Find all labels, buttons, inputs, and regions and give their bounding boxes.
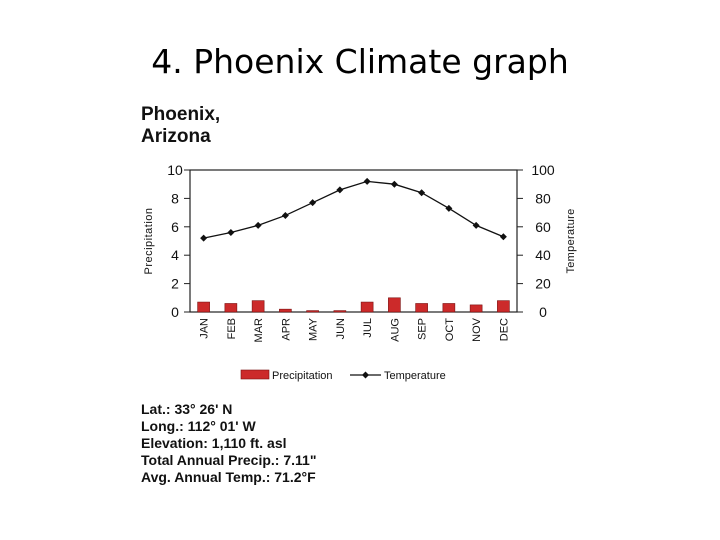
x-tick-label: NOV — [471, 317, 483, 342]
y-axis-title-right: Temperature — [565, 208, 577, 273]
right-tick-label: 100 — [531, 162, 555, 178]
y-axis-title-left: Precipitation — [143, 207, 155, 274]
x-tick-label: OCT — [444, 318, 456, 342]
longitude-text: Long.: 112° 01' W — [141, 418, 256, 434]
x-tick-label: MAY — [308, 317, 320, 341]
x-tick-label: APR — [280, 318, 292, 341]
precip-bar — [279, 308, 292, 313]
x-tick-label: JUL — [362, 318, 374, 338]
right-tick-label: 60 — [535, 219, 551, 235]
temperature-point — [227, 228, 235, 236]
temperature-point — [254, 221, 262, 229]
right-tick-label: 0 — [539, 304, 547, 320]
left-tick-label: 0 — [171, 304, 179, 320]
plot-frame — [189, 169, 518, 313]
x-tick-label: JUN — [335, 318, 347, 339]
right-tick-label: 40 — [535, 247, 551, 263]
temperature-point — [445, 204, 453, 212]
latitude-text: Lat.: 33° 26' N — [141, 401, 233, 417]
precip-bar — [251, 300, 265, 313]
precip-bar — [415, 303, 428, 313]
x-tick-label: AUG — [389, 318, 401, 342]
location-state: Arizona — [141, 126, 211, 147]
temperature-point — [336, 186, 344, 194]
temperature-point — [472, 221, 480, 229]
x-tick-label: DEC — [498, 318, 510, 341]
temperature-point — [499, 233, 507, 241]
annual-temp-text: Avg. Annual Temp.: 71.2°F — [141, 469, 316, 485]
location-city: Phoenix, — [141, 104, 221, 125]
precip-bar — [442, 303, 456, 313]
temperature-point — [309, 199, 317, 207]
precip-bar — [388, 297, 401, 313]
precip-bar — [360, 301, 374, 313]
precip-bar — [469, 304, 483, 313]
x-tick-label: FEB — [226, 318, 238, 339]
x-tick-label: MAR — [253, 318, 265, 343]
precip-bar — [224, 303, 238, 313]
left-tick-label: 4 — [171, 247, 179, 263]
legend-temp-label: Temperature — [384, 370, 446, 382]
x-tick-label: SEP — [417, 318, 429, 340]
temperature-line — [203, 180, 504, 239]
precip-bar — [333, 310, 347, 313]
temperature-point — [418, 189, 426, 197]
slide-title: 4. Phoenix Climate graph — [151, 42, 569, 81]
precip-bar — [306, 310, 319, 313]
right-tick-label: 20 — [535, 276, 551, 292]
left-tick-label: 10 — [167, 162, 183, 178]
legend-temp-marker — [362, 371, 369, 379]
right-tick-label: 80 — [535, 190, 551, 206]
precip-bar — [497, 300, 510, 313]
precip-bar — [197, 301, 210, 313]
temperature-point — [363, 177, 371, 185]
station-info: Lat.: 33° 26' N Long.: 112° 01' W Elevat… — [141, 401, 316, 486]
annual-precip-text: Total Annual Precip.: 7.11" — [141, 452, 317, 468]
legend-precip-label: Precipitation — [272, 370, 333, 382]
temperature-point — [390, 180, 398, 188]
location-heading: Phoenix, Arizona — [141, 104, 220, 148]
temperature-point — [281, 211, 289, 219]
left-tick-label: 6 — [171, 219, 179, 235]
x-tick-label: JAN — [199, 318, 211, 339]
left-tick-label: 2 — [171, 276, 179, 292]
left-tick-label: 8 — [171, 190, 179, 206]
temperature-point — [200, 234, 208, 242]
legend-precip-swatch — [240, 369, 270, 380]
elevation-text: Elevation: 1,110 ft. asl — [141, 435, 287, 451]
